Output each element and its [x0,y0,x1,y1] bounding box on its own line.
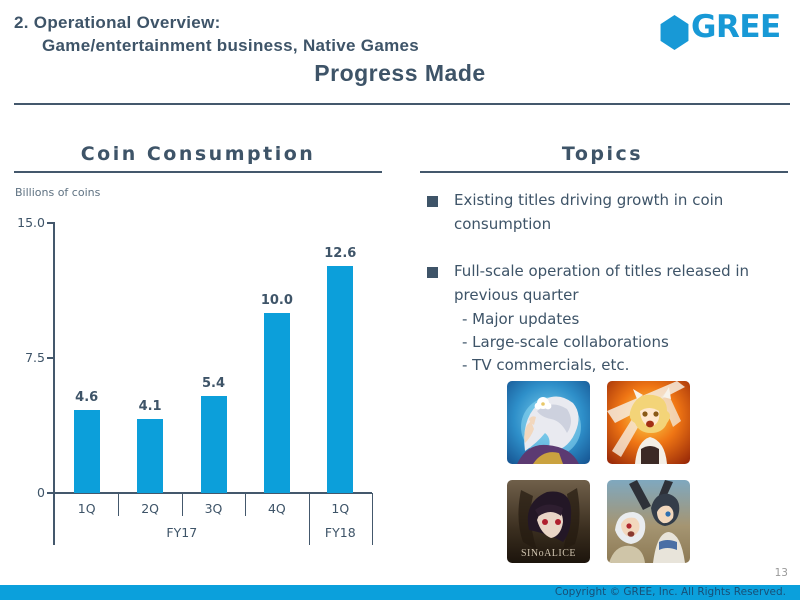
bar-value-label: 4.1 [138,399,162,415]
topics-sub-bullet-2: - Large-scale collaborations [462,333,669,351]
page-number: 13 [774,567,788,579]
axis-group-separator [308,493,310,545]
topics-sub-bullet-3: - TV commercials, etc. [462,356,630,374]
x-tick-label: 1Q [77,501,96,516]
gree-logo-text: GREE [691,9,781,45]
sinoalice-game-icon: SINoALICE [507,480,590,563]
sinoalice-label: SINoALICE [521,548,576,559]
slide-title-line2: Game/entertainment business, Native Game… [42,36,419,55]
y-axis-tick [47,492,53,494]
white-haired-girl-blue-moon-game-icon [507,381,590,464]
y-axis-tick [47,357,53,359]
danmachi-two-characters-game-icon [607,480,690,563]
bullet-square-icon [427,267,438,278]
bar-value-label: 10.0 [260,293,293,308]
topics-bullet-2: Full-scale operation of titles released … [454,262,750,304]
coin-title-underline [14,171,382,173]
y-tick-label: 7.5 [25,350,45,365]
axis-group-separator [372,493,373,545]
blonde-girl-fiery-battle-game-icon [607,381,690,464]
header-divider [14,103,790,105]
chart-unit-label: Billions of coins [15,186,101,199]
topics-sub-bullet-1: - Major updates [462,310,580,328]
copyright-text: Copyright © GREE, Inc. All Rights Reserv… [554,586,786,598]
topics-bullet-1: Existing titles driving growth in coin c… [454,191,724,233]
y-axis-line [53,222,55,545]
bullet-square-icon [427,196,438,207]
axis-tick-separator [181,493,183,516]
slide-subtitle: Progress Made [314,60,486,86]
x-tick-label: 1Q [331,501,350,516]
bar-value-label: 4.6 [75,390,99,406]
footer-bar: Copyright © GREE, Inc. All Rights Reserv… [0,585,800,600]
fiscal-year-label: FY18 [324,525,356,540]
x-tick-label: 2Q [141,501,159,516]
topics-title: Topics [561,143,644,165]
bar-value-label: 5.4 [201,375,226,391]
bar [263,313,290,493]
bar [200,395,227,493]
bar [73,410,100,493]
coin-consumption-title: Coin Consumption [80,143,316,165]
fiscal-year-label: FY17 [166,525,198,540]
bar [137,419,164,493]
bar [327,266,354,493]
bar-value-label: 12.6 [324,246,357,262]
axis-tick-separator [245,493,247,516]
x-tick-label: 3Q [204,501,223,516]
y-tick-label: 15.0 [17,215,45,230]
y-axis-tick [47,222,53,224]
y-tick-label: 0 [37,485,45,500]
topics-title-underline [420,171,788,173]
slide-title-line1: 2. Operational Overview: [14,13,221,32]
x-tick-label: 4Q [267,501,286,516]
axis-tick-separator [118,493,120,516]
